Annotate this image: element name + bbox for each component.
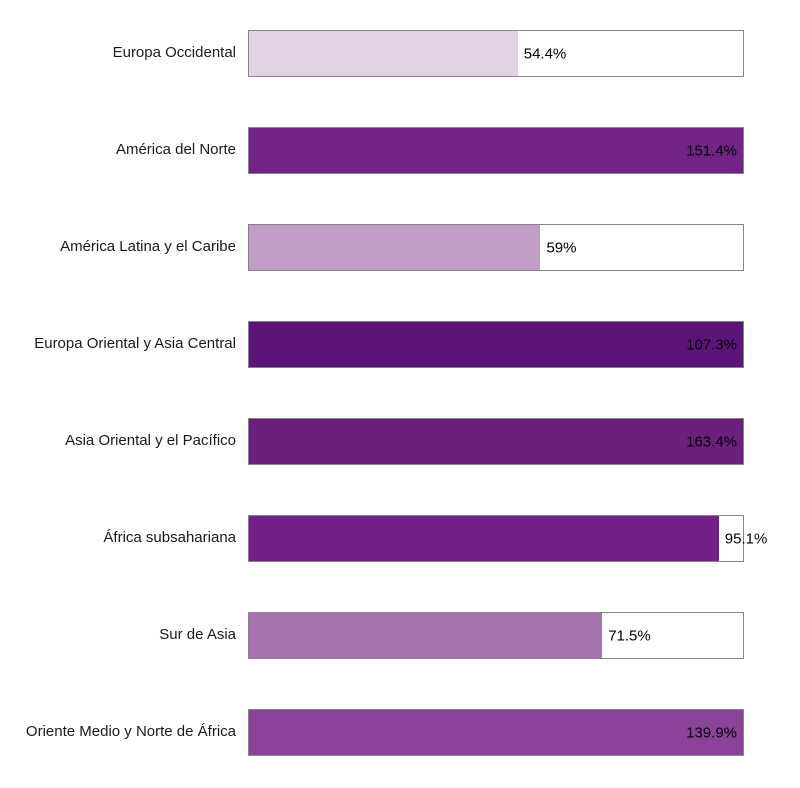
bar-track: 59% (248, 224, 744, 271)
bar-fill (249, 419, 743, 464)
chart-row: Oriente Medio y Norte de África 139.9% (0, 709, 800, 788)
bar-fill (249, 710, 743, 755)
value-label: 95.1% (724, 530, 768, 547)
category-label: Sur de Asia (159, 626, 236, 644)
category-label: Asia Oriental y el Pacífico (65, 432, 236, 450)
value-label: 54.4% (523, 45, 567, 62)
value-label: 151.4% (686, 142, 737, 159)
chart-row: América del Norte 151.4% (0, 127, 800, 224)
category-label: Europa Oriental y Asia Central (34, 335, 236, 353)
bar-fill (249, 225, 541, 270)
bar-fill (249, 322, 743, 367)
bar-track: 95.1% (248, 515, 767, 562)
value-label: 107.3% (686, 336, 737, 353)
category-label: América del Norte (115, 141, 236, 159)
chart-row: Asia Oriental y el Pacífico 163.4% (0, 418, 800, 515)
bar-fill (249, 31, 518, 76)
category-label: América Latina y el Caribe (60, 238, 236, 256)
bar-fill (249, 613, 603, 658)
chart-row: Europa Oriental y Asia Central 107.3% (0, 321, 800, 418)
value-label: 139.9% (686, 724, 737, 741)
chart-row: América Latina y el Caribe 59% (0, 224, 800, 321)
bar-fill (249, 128, 743, 173)
category-label: Oriente Medio y Norte de África (25, 723, 236, 741)
category-label: Europa Occidental (112, 44, 236, 62)
category-label: África subsahariana (103, 529, 236, 547)
value-label: 71.5% (608, 627, 651, 644)
bar-track: 54.4% (248, 30, 744, 77)
bar-track: 163.4% (248, 418, 744, 465)
bar-fill (249, 516, 719, 561)
chart-row: Europa Occidental 54.4% (0, 30, 800, 127)
value-label: 59% (546, 239, 577, 256)
chart-row: Sur de Asia 71.5% (0, 612, 800, 709)
value-label: 163.4% (686, 433, 737, 450)
bar-track: 139.9% (248, 709, 744, 756)
bar-track: 71.5% (248, 612, 744, 659)
bar-track: 107.3% (248, 321, 744, 368)
chart-row: África subsahariana 95.1% (0, 515, 800, 612)
bar-track: 151.4% (248, 127, 744, 174)
